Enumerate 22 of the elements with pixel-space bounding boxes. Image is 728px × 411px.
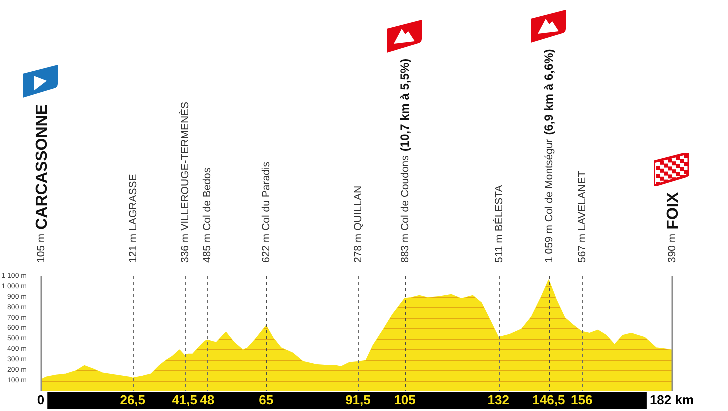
x-tick-label: 156: [571, 392, 593, 408]
x-tick-label: 65: [259, 392, 274, 408]
x-tick-label: 0: [37, 392, 45, 408]
x-tick-label: 182 km: [650, 392, 694, 408]
x-tick-label: 41,5: [172, 392, 198, 408]
x-tick-label: 105: [394, 392, 416, 408]
text: 105 m CARCASSONNE: [34, 104, 51, 263]
ref-line-label: 883 m Col de Coudons (10,7 km à 5,5%): [398, 58, 412, 263]
ref-line-label: 485 m Col de Bedos: [201, 168, 214, 263]
ref-line-label: 511 m BÉLESTA: [492, 185, 506, 263]
x-tick-label: 146,5: [532, 392, 566, 408]
x-tick-label: 48: [200, 392, 215, 408]
ref-line-label: 121 m LAGRASSE: [127, 174, 140, 263]
ref-line-label: 336 m VILLEROUGE-TERMENÈS: [178, 102, 192, 263]
ref-line-label: 390 m FOIX: [664, 192, 682, 263]
x-tick-label: 91,5: [346, 392, 371, 408]
ref-line-label: 1 059 m Col de Montségur (6,9 km à 6,6%): [542, 49, 556, 263]
ref-line-label: 567 m LAVELANET: [576, 170, 588, 263]
x-tick-label: 132: [488, 392, 510, 408]
x-tick-label: 26,5: [120, 392, 146, 408]
ref-line-label: 622 m Col du Paradis: [260, 162, 272, 263]
ref-line-label: 278 m QUILLAN: [352, 186, 364, 263]
